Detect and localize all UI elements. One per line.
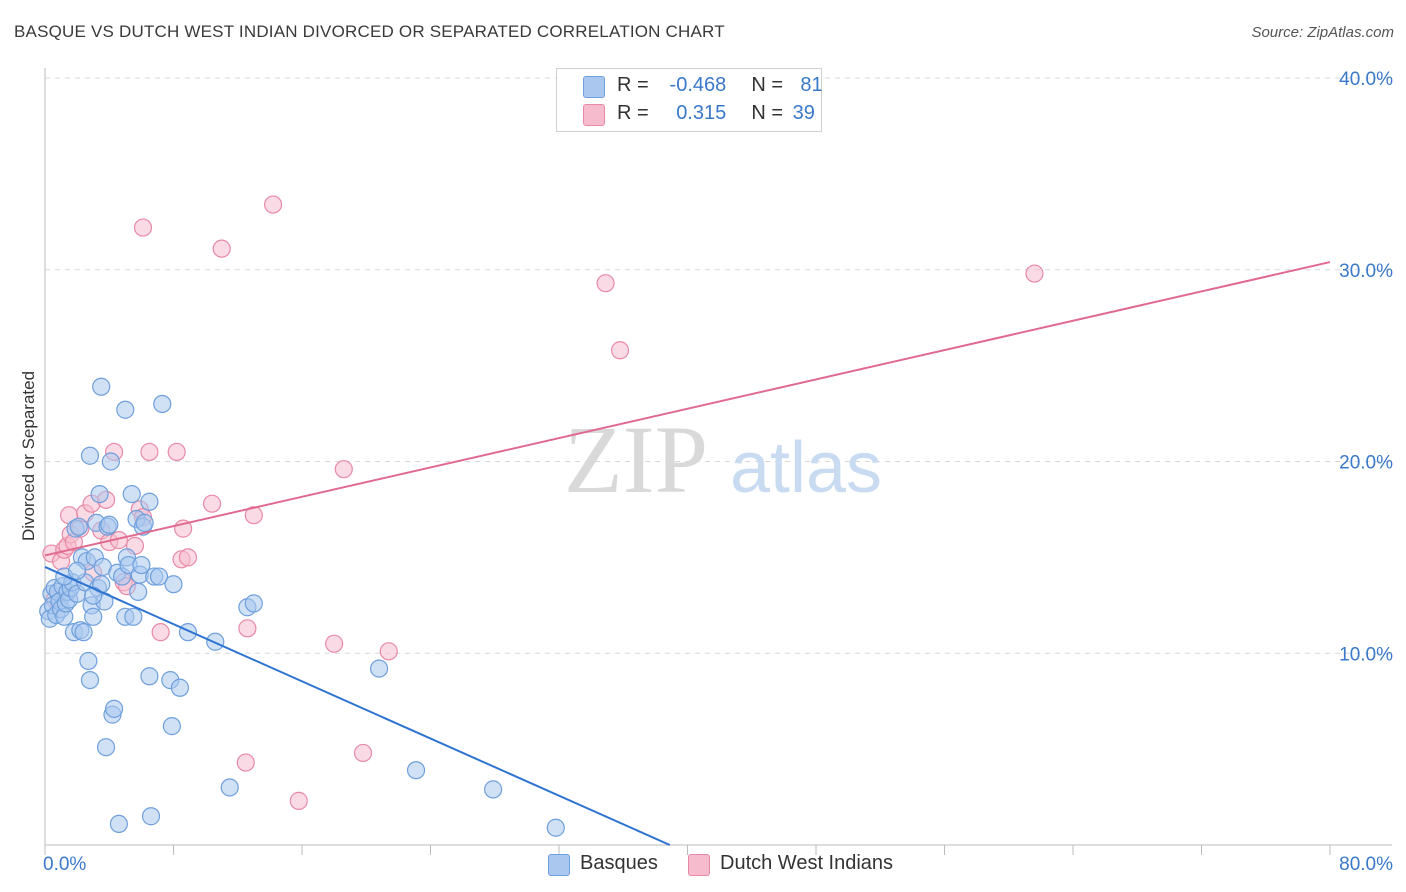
dutch-point	[334, 460, 353, 479]
dutch-point	[596, 274, 615, 293]
tick-labels: 10.0% 20.0% 30.0% 40.0% 0.0% 80.0%	[43, 69, 1393, 875]
dutch-point	[325, 634, 344, 653]
dutch-trend-line	[44, 261, 1331, 557]
correlation-legend: R = -0.468 N = 81 R = 0.315 N = 39	[556, 68, 823, 132]
dutch-r-label: R =	[617, 102, 649, 124]
dutch-point	[238, 619, 257, 638]
basque-point	[546, 818, 565, 837]
basque-swatch-icon	[583, 76, 605, 98]
basque-point	[122, 484, 141, 504]
dutch-point	[202, 494, 222, 513]
y-tick-label: 30.0%	[1339, 261, 1393, 282]
dutch-point	[289, 791, 308, 810]
basque-point	[80, 446, 100, 465]
basque-point	[132, 555, 151, 575]
dutch-point	[133, 218, 153, 237]
basques-legend-label: Basques	[580, 852, 658, 874]
basque-point	[170, 678, 190, 697]
dutch-point	[610, 341, 630, 360]
basque-point	[74, 623, 93, 642]
basque-point	[129, 582, 148, 601]
dutch-point	[140, 442, 159, 462]
dutch-n-label: N =	[751, 102, 784, 124]
basque-n-label: N =	[751, 74, 784, 96]
basque-point	[135, 513, 154, 532]
y-tick-label: 20.0%	[1339, 453, 1393, 474]
basque-point	[68, 561, 87, 580]
basque-point	[104, 699, 124, 718]
basque-point	[164, 575, 183, 594]
basque-point	[370, 659, 389, 678]
basque-point	[141, 807, 161, 826]
trend-lines	[44, 261, 1331, 846]
watermark-zip: ZIP	[564, 406, 708, 513]
x-tick-label-max: 80.0%	[1339, 854, 1393, 875]
dutch-point	[263, 195, 283, 214]
basque-point	[244, 594, 263, 613]
x-tick-label-min: 0.0%	[43, 854, 86, 875]
basque-point	[162, 717, 181, 736]
basque-point	[220, 778, 239, 797]
basque-n-value: 81	[800, 74, 823, 96]
dutch-r-value: 0.315	[676, 102, 727, 124]
basque-point	[124, 607, 143, 626]
basque-point	[109, 814, 128, 834]
basque-point	[90, 484, 109, 504]
basque-point	[80, 670, 100, 690]
y-axis-label: Divorced or Separated	[19, 371, 38, 541]
dutch-point	[167, 442, 186, 462]
dutch-point	[212, 239, 231, 258]
basque-points	[39, 377, 565, 837]
dutch-swatch-icon	[583, 104, 605, 126]
grid	[45, 77, 1392, 654]
basque-point	[153, 394, 172, 414]
watermark-atlas: atlas	[730, 428, 882, 508]
chart-title: BASQUE VS DUTCH WEST INDIAN DIVORCED OR …	[14, 22, 725, 41]
source-label: Source: ZipAtlas.com	[1251, 24, 1394, 41]
dutch-point	[178, 548, 198, 567]
basque-r-value: -0.468	[669, 74, 727, 96]
dutch-n-value: 39	[792, 102, 815, 124]
basque-point	[406, 761, 426, 780]
dutch-legend-icon	[688, 854, 710, 876]
y-tick-label: 40.0%	[1339, 69, 1393, 90]
basque-point	[140, 492, 159, 511]
basque-point	[116, 400, 135, 419]
dutch-legend-label: Dutch West Indians	[720, 852, 894, 874]
basque-trend-line	[44, 566, 671, 846]
dutch-point	[236, 753, 255, 772]
basque-point	[84, 586, 103, 605]
basque-point	[96, 738, 116, 757]
basques-legend-icon	[548, 854, 570, 876]
basque-point	[92, 377, 111, 396]
basque-point	[69, 517, 88, 536]
axes	[44, 68, 1392, 855]
dutch-point	[244, 506, 263, 525]
basque-point	[84, 607, 103, 626]
basque-r-label: R =	[617, 74, 649, 96]
dutch-point	[353, 743, 373, 763]
basque-point	[140, 667, 159, 686]
basque-point	[100, 515, 119, 534]
dutch-points	[42, 195, 1044, 810]
basque-point	[79, 651, 98, 671]
dutch-point	[1025, 264, 1044, 283]
dutch-point	[151, 623, 170, 642]
basque-point	[484, 780, 503, 799]
basque-point	[101, 452, 120, 471]
y-tick-label: 10.0%	[1339, 644, 1393, 665]
dutch-point	[379, 642, 398, 661]
basque-point	[149, 567, 169, 586]
